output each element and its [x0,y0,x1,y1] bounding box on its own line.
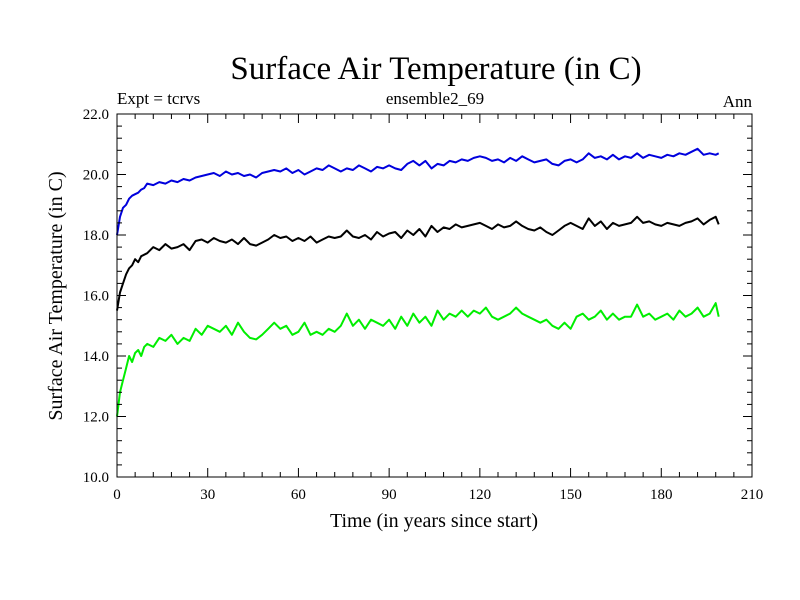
x-tick-label: 150 [559,487,582,503]
series-layer [116,147,720,417]
chart-title: Surface Air Temperature (in C) [230,51,641,87]
subtitle-right: Ann [723,92,753,111]
y-tick-label: 22.0 [83,107,109,123]
x-tick-label: 210 [741,487,764,503]
series-line-upper [116,147,720,236]
x-axis-label: Time (in years since start) [330,510,538,532]
x-tick-label: 120 [469,487,492,503]
y-tick-label: 10.0 [83,470,109,486]
y-tick-label: 18.0 [83,228,109,244]
y-axis-label: Surface Air Temperature (in C) [45,171,67,420]
series-line-middle [116,215,720,311]
y-tick-label: 14.0 [83,349,109,365]
x-tick-label: 90 [382,487,397,503]
x-tick-label: 0 [113,487,121,503]
subtitle-left: Expt = tcrvs [117,89,200,108]
x-tick-label: 30 [200,487,215,503]
y-tick-label: 12.0 [83,410,109,426]
x-tick-label: 60 [291,487,306,503]
y-tick-label: 16.0 [83,289,109,305]
subtitle-center: ensemble2_69 [386,89,484,108]
axes-layer: 0 30 60 90 120 150 180 210 10.0 12.0 14.0 16.0 18.0 2… [83,107,764,503]
y-tick-label: 20.0 [83,168,109,184]
x-tick-label: 180 [650,487,673,503]
series-line-lower [116,302,720,417]
plot-frame [116,113,753,478]
